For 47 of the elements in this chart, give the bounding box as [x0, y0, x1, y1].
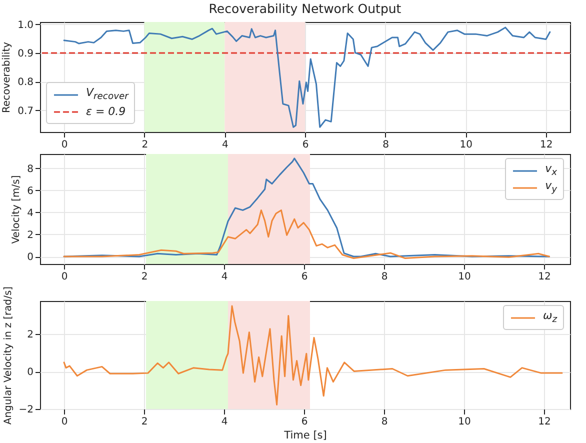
x-tick-label: 4 — [221, 416, 228, 428]
x-tick-label: 2 — [142, 140, 148, 150]
y-axis-title: Angular Velocity in z [rad/s] — [2, 286, 14, 425]
y-tick-label: 2 — [27, 330, 34, 341]
y-tick-label: 1.0 — [18, 20, 34, 31]
x-tick-label: 6 — [301, 272, 308, 282]
y-axis-title: Recoverability — [2, 42, 13, 114]
x-tick-label: 0 — [61, 272, 68, 282]
y-tick-label: 0.9 — [18, 48, 34, 60]
x-tick-label: 8 — [381, 272, 388, 282]
y-tick-label: 0 — [27, 252, 34, 264]
x-tick-label: 4 — [222, 140, 228, 150]
chart-title: Recoverability Network Output — [208, 0, 402, 16]
x-tick-label: 12 — [538, 416, 551, 428]
y-tick-label: 8 — [27, 164, 34, 175]
y-tick-label: 2 — [27, 230, 34, 241]
x-tick-label: 10 — [460, 140, 472, 150]
x-tick-label: 0 — [61, 416, 68, 428]
y-tick-label: 6 — [27, 186, 34, 197]
legend-label: ω$_{z}$ — [542, 309, 557, 326]
line-series — [63, 158, 550, 258]
legend-label: ε = 0.9 — [86, 105, 126, 118]
x-tick-label: 12 — [538, 272, 551, 282]
x-tick-label: 6 — [301, 416, 308, 428]
x-tick-label: 12 — [540, 140, 553, 150]
legend-label: V$_{recover}$ — [86, 86, 128, 103]
y-axis-title: Velocity [m/s] — [11, 175, 22, 244]
x-axis-title: Time [s] — [283, 430, 327, 442]
x-tick-label: 4 — [221, 272, 228, 282]
y-tick-label: −2 — [18, 404, 34, 416]
x-tick-label: 10 — [458, 272, 471, 282]
legend-label: v$_{x}$ — [545, 162, 557, 179]
x-tick-label: 8 — [381, 416, 388, 428]
x-tick-label: 0 — [61, 140, 68, 150]
x-tick-label: 6 — [302, 140, 309, 150]
x-tick-label: 2 — [141, 272, 148, 282]
y-tick-label: 0 — [27, 367, 34, 378]
line-series — [63, 209, 550, 260]
line-series — [63, 305, 563, 406]
legend-label: v$_{y}$ — [545, 179, 557, 196]
y-tick-label: 4 — [27, 208, 34, 219]
y-tick-label: 0.7 — [18, 106, 34, 117]
x-tick-label: 8 — [382, 140, 389, 150]
line-series — [63, 26, 551, 128]
x-tick-label: 10 — [458, 416, 471, 428]
y-tick-label: 0.8 — [18, 77, 34, 88]
x-tick-label: 2 — [141, 416, 148, 428]
